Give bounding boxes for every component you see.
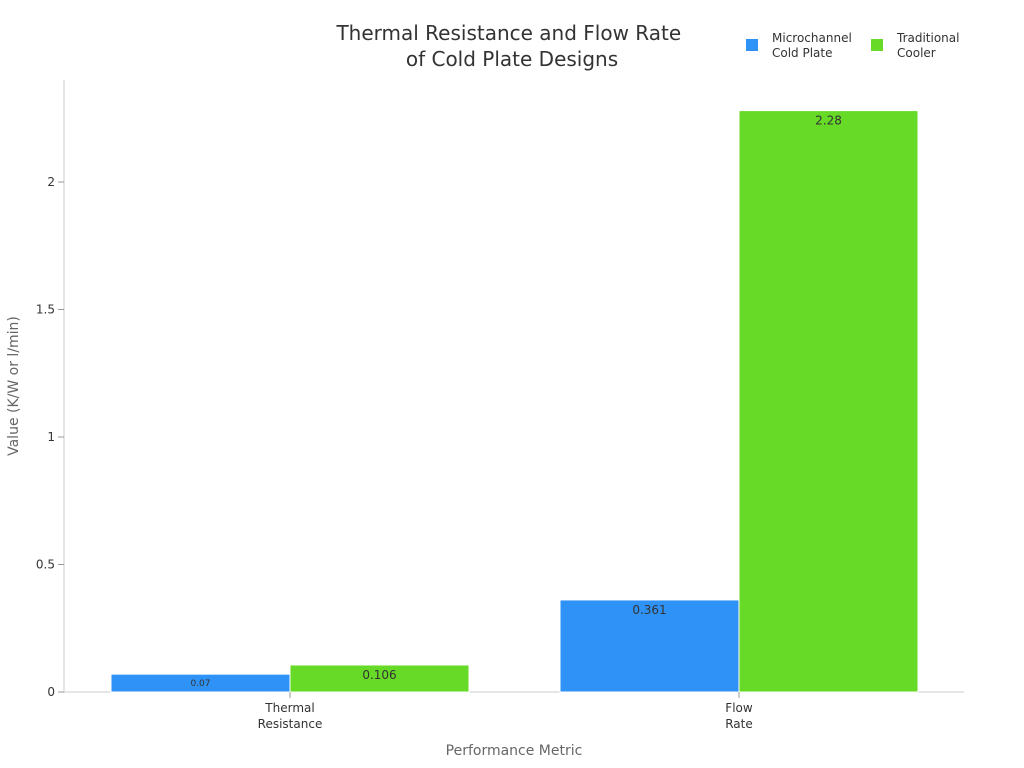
y-tick-label: 2 [47, 175, 55, 189]
x-axis-label: Performance Metric [446, 743, 583, 759]
legend-swatch-traditional [871, 39, 883, 51]
legend-label-traditional-line-1: Traditional [896, 31, 959, 45]
x-tick-label-line: Flow [725, 701, 753, 715]
legend-label-microchannel-line-2: Cold Plate [772, 46, 833, 60]
value-labels: 0.07 0.106 0.361 2.28 [190, 114, 841, 690]
chart-title-line-2: of Cold Plate Designs [406, 47, 618, 71]
value-label-series-0-category-1: 0.361 [632, 603, 666, 617]
y-tick-label: 1 [47, 430, 55, 444]
bar-series-0-category-1 [559, 599, 740, 693]
legend-label-traditional-line-2: Cooler [897, 46, 936, 60]
x-tick-label-category-1: Flow Rate [725, 701, 753, 731]
y-axis-label: Value (K/W or l/min) [6, 316, 22, 456]
x-ticks: Thermal Resistance Flow Rate [258, 692, 753, 731]
x-tick-label-line: Rate [725, 717, 753, 731]
legend-label-traditional: Traditional Cooler [896, 31, 963, 60]
legend-label-microchannel-line-1: Microchannel [772, 31, 852, 45]
chart-title: Thermal Resistance and Flow Rate of Cold… [335, 21, 687, 71]
x-tick-label-category-0: Thermal Resistance [258, 701, 323, 731]
x-tick-label-line: Thermal [264, 701, 314, 715]
legend: Microchannel Cold Plate Traditional Cool… [746, 31, 963, 60]
bar-series-1-category-1 [738, 110, 919, 693]
value-label-series-0-category-0: 0.07 [190, 679, 210, 689]
value-label-series-1-category-1: 2.28 [815, 114, 842, 128]
value-label-series-1-category-0: 0.106 [362, 668, 396, 682]
legend-label-microchannel: Microchannel Cold Plate [772, 31, 856, 60]
legend-swatch-microchannel [746, 39, 758, 51]
bar-series-1-category-0 [289, 664, 470, 693]
y-ticks: 0 0.5 1 1.5 2 [36, 175, 64, 699]
bars [110, 110, 919, 693]
y-tick-label: 0 [47, 685, 55, 699]
chart-title-line-1: Thermal Resistance and Flow Rate [335, 21, 681, 45]
y-tick-label: 1.5 [36, 303, 55, 317]
y-tick-label: 0.5 [36, 558, 55, 572]
x-tick-label-line: Resistance [258, 717, 323, 731]
